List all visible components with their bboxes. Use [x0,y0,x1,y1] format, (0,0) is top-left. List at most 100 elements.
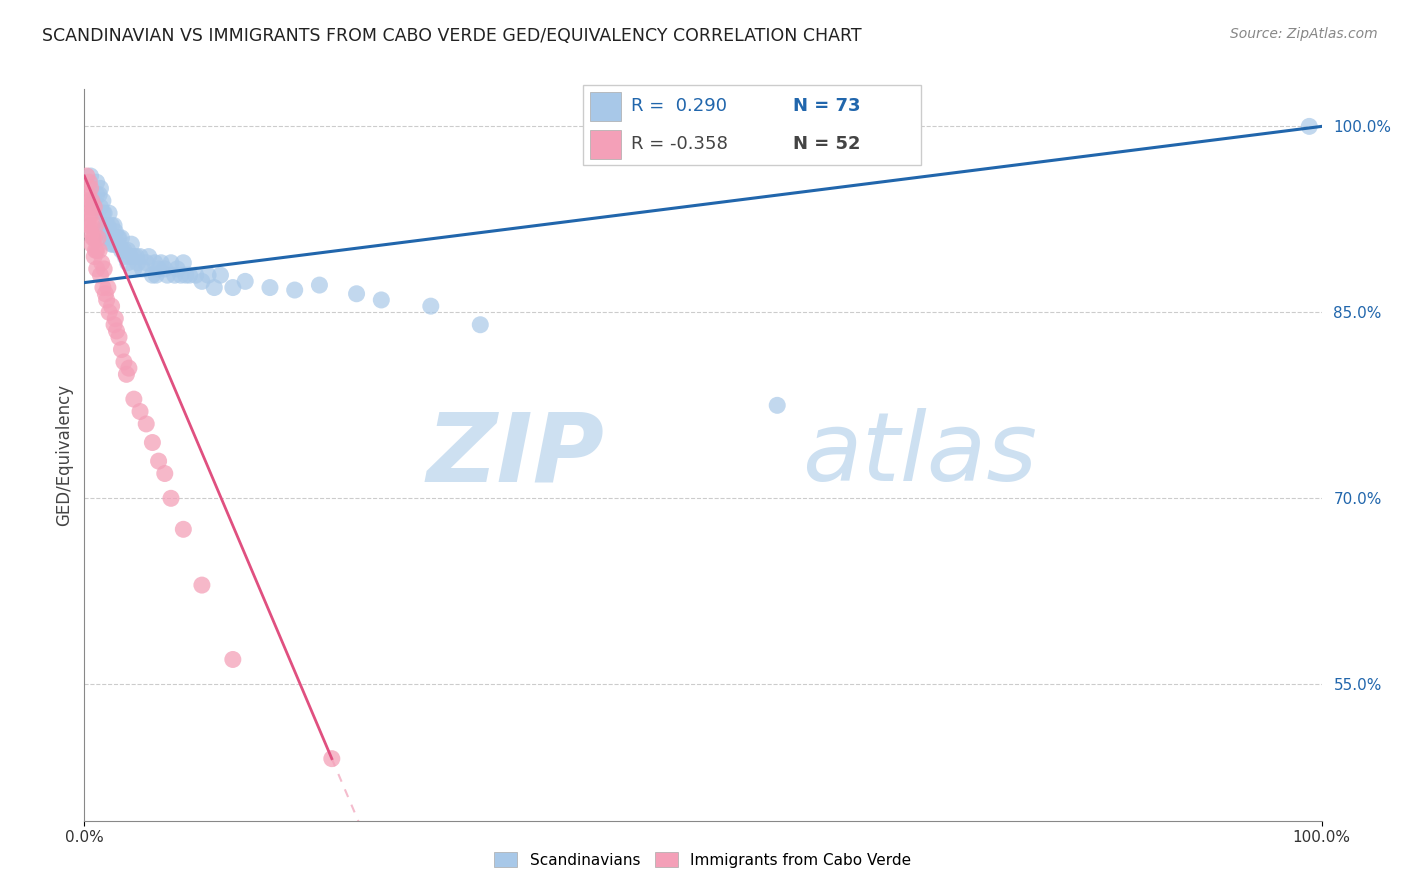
Point [197,268,219,282]
Point [766,398,789,412]
Point [86,175,108,189]
Point [141,435,163,450]
Point [82,206,104,220]
Legend: Scandinavians, Immigrants from Cabo Verde: Scandinavians, Immigrants from Cabo Verd… [486,844,920,875]
Point [115,368,138,382]
Point [89,187,111,202]
Text: N = 52: N = 52 [793,136,860,153]
Point [79,175,101,189]
Point [222,652,245,666]
Point [93,262,115,277]
Point [120,250,142,264]
Point [79,225,101,239]
Point [76,169,98,183]
Point [148,454,170,468]
Point [129,404,152,418]
Point [184,268,207,282]
Point [112,244,135,258]
Point [120,237,142,252]
Point [89,244,111,258]
Point [117,244,139,258]
Point [96,231,118,245]
Point [98,225,121,239]
Point [127,256,149,270]
Point [98,305,121,319]
Point [79,181,101,195]
Text: Source: ZipAtlas.com: Source: ZipAtlas.com [1230,27,1378,41]
Point [97,219,120,233]
Point [1298,120,1320,134]
Point [83,231,105,245]
Point [346,286,368,301]
Point [148,262,170,277]
Point [79,219,101,233]
Point [84,244,107,258]
Point [122,262,145,277]
Point [105,324,128,338]
Point [321,752,343,766]
Point [80,219,103,233]
Point [156,268,179,282]
Point [166,262,188,277]
Point [138,250,160,264]
Point [97,280,120,294]
Point [179,268,201,282]
Point [172,256,194,270]
Point [145,268,167,282]
Point [103,219,125,233]
Point [94,286,117,301]
Text: R =  0.290: R = 0.290 [631,97,727,115]
Point [191,274,214,288]
Point [87,231,110,245]
Point [83,200,105,214]
Point [89,268,111,282]
Point [108,231,131,245]
Point [209,268,232,282]
Y-axis label: GED/Equivalency: GED/Equivalency [55,384,73,526]
Point [104,311,127,326]
Point [153,262,176,277]
Point [110,343,132,357]
Point [79,200,101,214]
Text: atlas: atlas [801,409,1038,501]
Point [77,187,100,202]
Point [84,219,107,233]
Point [91,280,114,294]
Text: R = -0.358: R = -0.358 [631,136,728,153]
Point [82,231,104,245]
Point [79,169,101,183]
Point [83,194,105,208]
Point [170,268,193,282]
Point [108,330,131,344]
Point [76,194,98,208]
Bar [591,129,620,159]
Point [160,491,183,506]
Point [91,194,114,208]
Point [163,268,186,282]
Point [100,237,122,252]
Point [233,274,256,288]
Point [419,299,441,313]
Point [122,392,145,406]
Text: SCANDINAVIAN VS IMMIGRANTS FROM CABO VERDE GED/EQUIVALENCY CORRELATION CHART: SCANDINAVIAN VS IMMIGRANTS FROM CABO VER… [42,27,862,45]
Point [222,280,245,294]
Point [107,237,129,252]
Point [125,250,148,264]
Point [202,280,225,294]
Text: ZIP: ZIP [426,409,605,501]
Point [112,355,135,369]
Point [135,417,157,431]
Point [103,318,125,332]
Point [98,206,121,220]
Point [104,225,127,239]
Bar [591,92,620,121]
Point [93,206,115,220]
Point [89,200,111,214]
Point [104,237,127,252]
Point [107,231,129,245]
Point [77,212,100,227]
Point [135,256,157,270]
Point [86,244,108,258]
Point [160,256,183,270]
Point [110,244,132,258]
